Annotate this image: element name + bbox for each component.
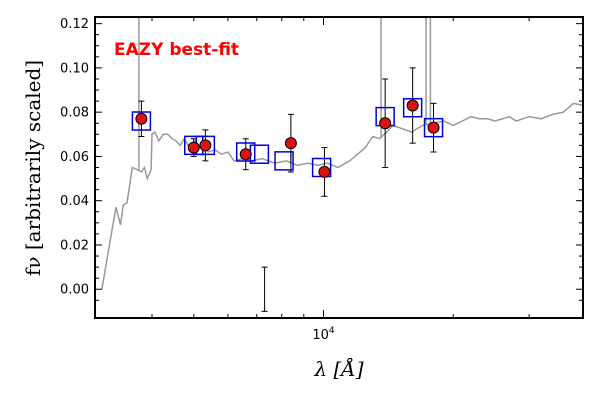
y-tick-label: 0.10 (60, 61, 89, 76)
model-photometry-square (131, 111, 152, 131)
y-tick-label: 0.00 (60, 283, 89, 298)
observed-photometry-point (379, 117, 392, 130)
model-photometry-square (235, 142, 256, 162)
x-axis-label: λ [Å] (313, 356, 363, 381)
annotation-eazy-best-fit: EAZY best-fit (114, 40, 239, 60)
x-tick-label: 104 (312, 326, 335, 343)
observed-photometry-point (318, 165, 331, 178)
observed-photometry-layer (135, 99, 440, 178)
observed-photometry-point (135, 112, 148, 125)
y-tick-label: 0.08 (60, 106, 89, 121)
observed-photometry-point (239, 148, 252, 161)
model-photometry-square (423, 117, 444, 138)
y-tick-label: 0.06 (60, 150, 89, 165)
y-tick-label: 0.04 (60, 194, 89, 209)
x-axis-ticks: 104 (151, 17, 530, 343)
observed-photometry-point (406, 99, 419, 112)
observed-photometry-point (427, 121, 440, 134)
y-tick-label: 0.12 (60, 17, 89, 32)
y-axis-ticks: 0.00 0.02 0.04 0.06 0.08 0.10 0.12 (60, 17, 583, 301)
observed-photometry-point (284, 137, 297, 150)
model-photometry-square (274, 151, 294, 171)
observed-photometry-point (199, 139, 212, 152)
observed-photometry-point (187, 141, 200, 154)
y-axis-label: fν [arbitrarily scaled] (21, 60, 45, 276)
model-photometry-square (402, 97, 423, 118)
y-tick-label: 0.02 (60, 238, 89, 253)
